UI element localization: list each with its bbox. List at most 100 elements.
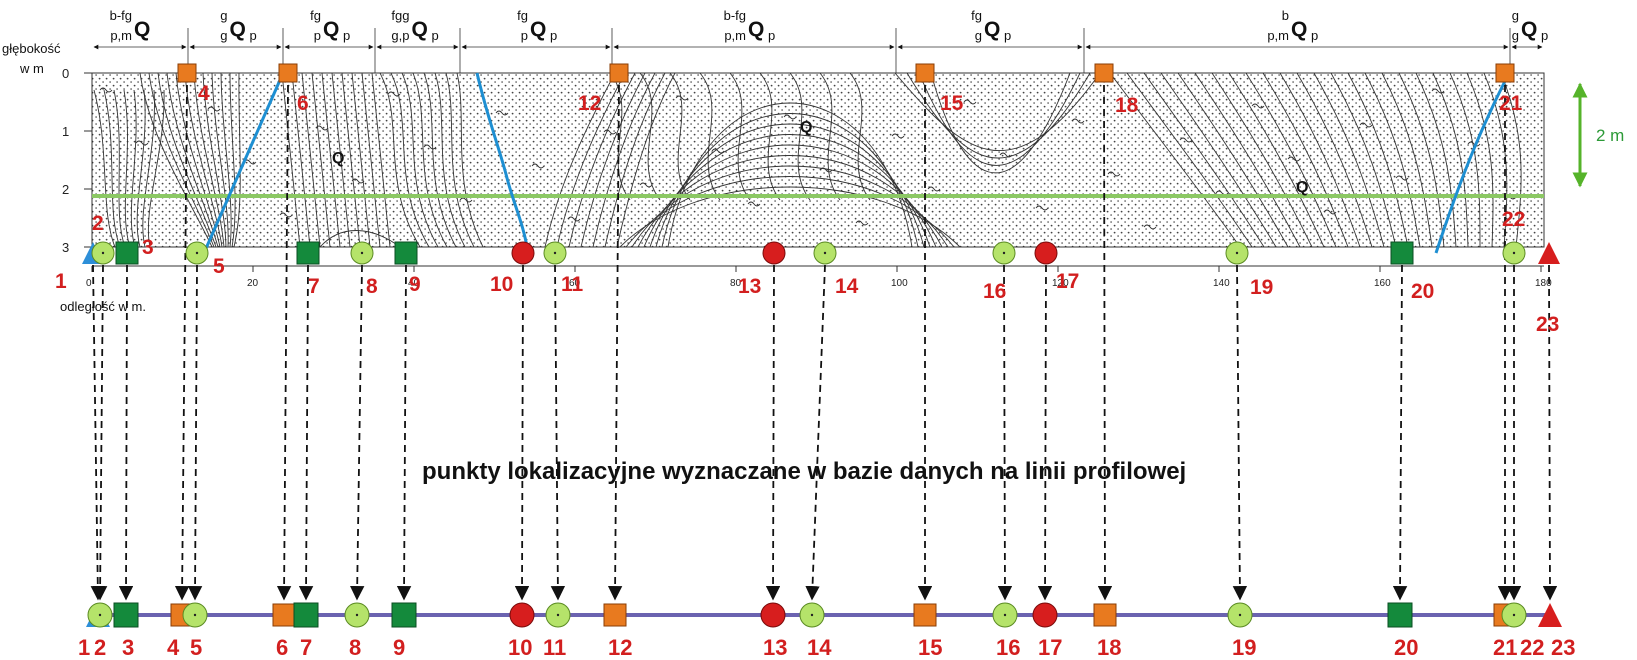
distance-tick-label: 120 [1052, 278, 1069, 289]
profile-points: 1 2 3 4 5 6 7 8 9 10 11 12 13 14 15 16 17 18 19 20 21 22 23 [78, 602, 1575, 660]
profile-point-16-number: 16 [996, 635, 1020, 660]
strat-subscript: p [521, 28, 528, 43]
section-point-8-number: 8 [366, 275, 378, 298]
strat-symbol: Q [530, 18, 546, 41]
projection-arrow [187, 264, 203, 601]
profile-point-19-number: 19 [1232, 635, 1256, 660]
stratigraphy-dimension-lines [93, 28, 1543, 73]
section-point-21-marker [1495, 63, 1515, 83]
strat-symbol: Q [984, 18, 1000, 41]
strat-superscript: b [1282, 8, 1289, 23]
profile-point-14-number: 14 [807, 635, 832, 660]
projection-arrow [349, 264, 365, 601]
depth-axis-label-line1: głębokość [2, 41, 61, 56]
strat-subscript: g [975, 28, 982, 43]
profile-point-22-number: 22 [1520, 635, 1544, 660]
projection-arrow [90, 264, 106, 601]
strat-subscript-post: p [343, 28, 350, 43]
strat-superscript: b-fg [724, 8, 746, 23]
profile-point-15-marker [913, 603, 937, 627]
projection-arrow [1392, 264, 1408, 601]
strat-symbol: Q [412, 18, 428, 41]
section-point-15-number: 15 [940, 92, 964, 115]
stratigraphy-label: b-fg p,m Q [110, 8, 151, 43]
distance-axis: 0 20 40 60 80 100 120 140 160 180 odległość w m. [60, 265, 1552, 314]
section-point-9-number: 9 [409, 273, 421, 296]
strat-subscript: p,m [110, 28, 132, 43]
profile-point-17-number: 17 [1038, 635, 1062, 660]
strat-symbol: Q [230, 18, 246, 41]
profile-point-7-marker [293, 602, 319, 628]
projection-arrow [298, 264, 314, 601]
lithology-symbols: Q Q Q [332, 119, 1308, 196]
section-point-13-number: 13 [738, 275, 761, 298]
projection-arrow [805, 264, 826, 601]
projection-arrow [396, 264, 412, 601]
profile-point-11-number: 11 [543, 635, 566, 660]
projection-arrow [514, 264, 530, 601]
profile-point-7-number: 7 [300, 635, 312, 660]
scale-bar-label: 2 m [1596, 126, 1624, 145]
section-point-17-marker [1034, 241, 1058, 265]
depth-axis-label-line2: w m [19, 61, 44, 76]
strat-subscript-post: p [250, 28, 257, 43]
section-point-4-number: 4 [198, 82, 210, 105]
distance-tick-label: 140 [1213, 278, 1230, 289]
section-point-6-marker [278, 63, 298, 83]
projection-arrow [550, 264, 566, 601]
distance-tick-label: 60 [569, 278, 581, 289]
strat-superscript: g [1512, 8, 1519, 23]
profile-point-13-marker [760, 602, 786, 628]
section-point-16-number: 16 [983, 280, 1006, 303]
section-point-17-number: 17 [1056, 270, 1079, 293]
profile-point-10-marker [509, 602, 535, 628]
section-point-22-number: 22 [1502, 208, 1525, 231]
strat-subscript-post: p [550, 28, 557, 43]
distance-tick-label: 0 [86, 278, 92, 289]
depth-axis: głębokość w m 0 1 2 3 [2, 41, 92, 255]
projection-arrow [765, 264, 781, 601]
section-point-1-number: 1 [55, 270, 67, 293]
profile-point-9-marker [391, 602, 417, 628]
boundary-lines [202, 72, 1510, 254]
profile-point-8-number: 8 [349, 635, 361, 660]
profile-point-18-number: 18 [1097, 635, 1121, 660]
section-point-7-marker [296, 241, 320, 265]
profile-point-10-number: 10 [508, 635, 532, 660]
strat-symbol: Q [748, 18, 764, 41]
section-point-12-number: 12 [578, 92, 601, 115]
section-point-3-marker [115, 241, 139, 265]
lithology-q-2: Q [800, 119, 812, 136]
strat-symbol: Q [323, 18, 339, 41]
projection-arrow [997, 264, 1013, 601]
strat-superscript: g [220, 8, 227, 23]
strat-subscript-post: p [432, 28, 439, 43]
profile-point-3-marker [113, 602, 139, 628]
section-point-7-number: 7 [308, 275, 320, 298]
strat-superscript: fg [517, 8, 528, 23]
lithology-q-1: Q [332, 150, 344, 167]
projection-arrow [174, 84, 190, 601]
distance-tick-label: 80 [730, 278, 742, 289]
strat-superscript: b-fg [110, 8, 132, 23]
depth-tick-label: 0 [62, 66, 69, 81]
section-point-19-number: 19 [1250, 276, 1273, 299]
profile-point-6-number: 6 [276, 635, 288, 660]
section-point-18-number: 18 [1115, 94, 1139, 117]
section-point-5-number: 5 [213, 255, 225, 278]
projection-arrow [607, 84, 623, 601]
projection-arrow [1097, 84, 1113, 601]
depth-tick-label: 1 [62, 124, 69, 139]
section-point-12-marker [609, 63, 629, 83]
section-point-10-number: 10 [490, 273, 513, 296]
scale-bar: 2 m [1572, 82, 1624, 188]
section-point-11-number: 11 [561, 273, 584, 296]
